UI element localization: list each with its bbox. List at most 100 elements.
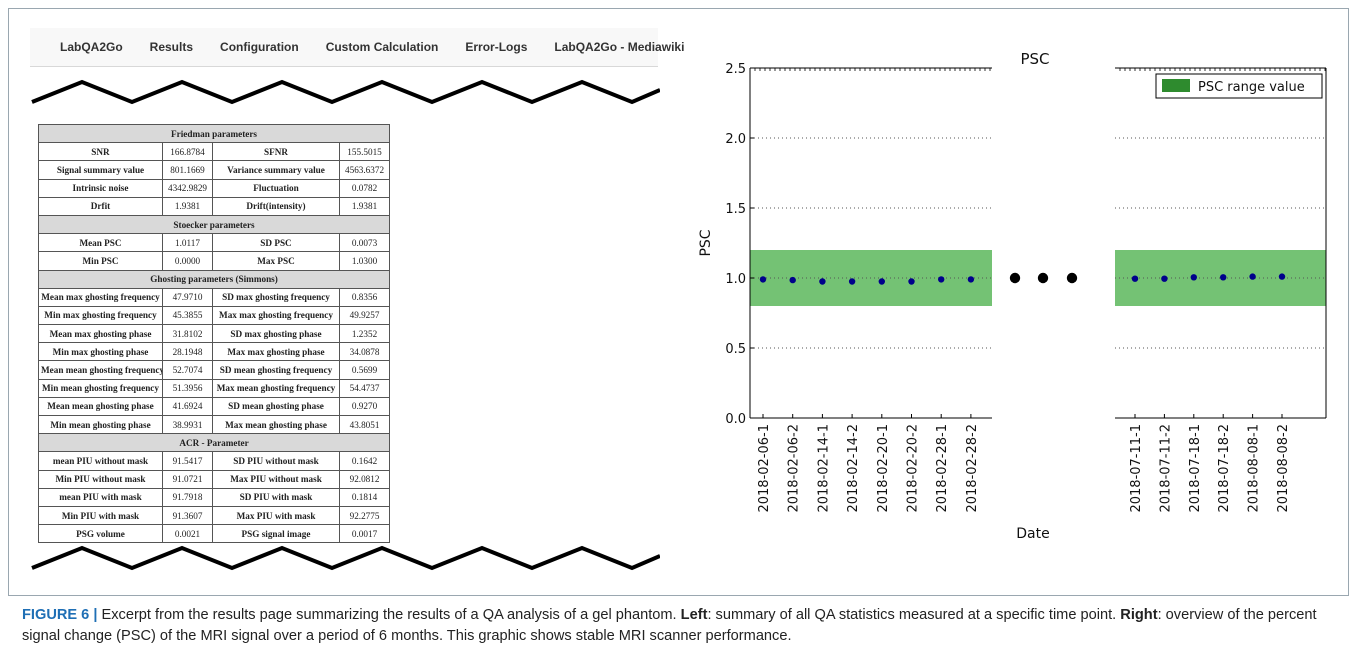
parameter-value-cell: 54.4737 bbox=[338, 378, 391, 398]
parameter-name-cell: SD max ghosting frequency bbox=[212, 287, 340, 307]
x-tick-label: 2018-02-20-1 bbox=[876, 424, 891, 513]
x-tick-label: 2018-08-08-2 bbox=[1276, 424, 1291, 513]
data-point bbox=[1220, 274, 1227, 281]
table-row: PSG volume 0.0021 PSG signal image 0.0017 bbox=[38, 524, 391, 544]
y-tick-label: 0.0 bbox=[725, 412, 746, 427]
table-row: Intrinsic noise 4342.9829 Fluctuation 0.078… bbox=[38, 178, 391, 198]
parameter-name-cell: Min mean ghosting frequency bbox=[38, 378, 163, 398]
parameter-name-cell: Min PIU with mask bbox=[38, 505, 163, 526]
nav-error-logs[interactable]: Error-Logs bbox=[465, 40, 528, 54]
zigzag-break-bottom bbox=[31, 545, 660, 571]
parameter-value-cell: 92.0812 bbox=[338, 469, 391, 489]
nav-custom-calculation[interactable]: Custom Calculation bbox=[325, 40, 439, 54]
data-point bbox=[1278, 273, 1286, 280]
parameter-value-cell: 45.3855 bbox=[162, 305, 213, 326]
x-tick-label: 2018-07-18-1 bbox=[1188, 424, 1203, 513]
x-tick-label: 2018-07-11-1 bbox=[1129, 424, 1144, 513]
data-point bbox=[789, 276, 796, 284]
parameter-name-cell: Min mean ghosting phase bbox=[38, 414, 163, 435]
parameter-value-cell: 34.0878 bbox=[338, 342, 391, 362]
legend-label: PSC range value bbox=[1198, 80, 1305, 95]
parameter-value-cell: 43.8051 bbox=[338, 414, 391, 435]
nav-configuration[interactable]: Configuration bbox=[220, 40, 299, 54]
parameter-name-cell: Max mean ghosting phase bbox=[212, 414, 340, 435]
parameter-name-cell: Max PSC bbox=[212, 251, 340, 271]
table-row: Min max ghosting frequency 45.3855 Max max… bbox=[38, 305, 391, 326]
data-point bbox=[967, 276, 975, 283]
parameter-value-cell: 91.0721 bbox=[162, 469, 213, 489]
parameter-value-cell: 4563.6372 bbox=[338, 160, 391, 180]
y-tick-label: 1.0 bbox=[725, 272, 746, 287]
x-tick-label: 2018-02-14-1 bbox=[816, 424, 831, 513]
parameter-value-cell: 91.3607 bbox=[162, 505, 213, 526]
parameter-name-cell: Min max ghosting frequency bbox=[38, 305, 163, 326]
parameter-value-cell: 1.2352 bbox=[338, 324, 391, 344]
parameter-value-cell: 1.0117 bbox=[162, 233, 213, 253]
parameter-name-cell: Mean mean ghosting frequency bbox=[38, 360, 163, 380]
y-tick-label: 2.5 bbox=[725, 62, 746, 77]
parameter-value-cell: 0.0073 bbox=[338, 233, 391, 253]
axis-break-dot bbox=[1009, 272, 1021, 284]
caption-text-2: : summary of all QA statistics measured … bbox=[707, 607, 1121, 623]
parameter-name-cell: Signal summary value bbox=[38, 160, 163, 180]
data-point bbox=[1131, 275, 1139, 282]
table-row: SNR 166.8784 SFNR 155.5015 bbox=[38, 142, 391, 162]
x-axis-label: Date bbox=[1016, 526, 1049, 542]
parameter-name-cell: SD PSC bbox=[212, 233, 340, 253]
figure-caption: FIGURE 6 | Excerpt from the results page… bbox=[22, 605, 1342, 647]
x-tick-label: 2018-07-18-2 bbox=[1217, 424, 1232, 513]
parameter-value-cell: 28.1948 bbox=[162, 342, 213, 362]
table-row: Min mean ghosting frequency 51.3956 Max me… bbox=[38, 378, 391, 398]
x-tick-label: 2018-07-11-2 bbox=[1158, 424, 1173, 513]
table-row: Min PIU without mask 91.0721 Max PIU witho… bbox=[38, 469, 391, 489]
y-tick-label: 1.5 bbox=[725, 202, 746, 217]
x-tick-label: 2018-08-08-1 bbox=[1247, 424, 1262, 513]
table-row: Min mean ghosting phase 38.9931 Max mean g… bbox=[38, 414, 391, 435]
table-row: Mean max ghosting frequency 47.9710 SD max… bbox=[38, 287, 391, 307]
parameter-value-cell: 31.8102 bbox=[162, 324, 213, 344]
table-section-header: Friedman parameters bbox=[37, 123, 391, 144]
parameter-name-cell: Variance summary value bbox=[212, 160, 340, 180]
parameter-name-cell: SFNR bbox=[212, 142, 340, 162]
parameter-value-cell: 801.1669 bbox=[162, 160, 213, 180]
caption-left-label: Left bbox=[680, 607, 708, 623]
x-tick-label: 2018-02-28-1 bbox=[935, 424, 950, 513]
parameter-name-cell: SD max ghosting phase bbox=[212, 324, 340, 344]
axis-break-dot bbox=[1037, 272, 1049, 284]
parameter-value-cell: 51.3956 bbox=[162, 378, 213, 398]
parameter-value-cell: 38.9931 bbox=[162, 414, 213, 435]
data-point bbox=[1190, 274, 1197, 281]
axis-break-dot bbox=[1066, 272, 1078, 284]
parameter-name-cell: SD mean ghosting frequency bbox=[212, 360, 340, 380]
parameter-name-cell: mean PIU without mask bbox=[38, 451, 163, 471]
data-point bbox=[878, 278, 885, 285]
table-row: Mean max ghosting phase 31.8102 SD max gho… bbox=[38, 324, 391, 344]
parameter-name-cell: SD PIU with mask bbox=[212, 487, 340, 507]
x-tick-label: 2018-02-14-2 bbox=[846, 424, 861, 513]
nav-results[interactable]: Results bbox=[149, 40, 194, 54]
y-tick-label: 0.5 bbox=[725, 342, 746, 357]
parameter-name-cell: Min PSC bbox=[38, 251, 163, 271]
x-tick-label: 2018-02-06-2 bbox=[787, 424, 802, 513]
parameter-value-cell: 4342.9829 bbox=[162, 178, 213, 198]
parameter-name-cell: Intrinsic noise bbox=[38, 178, 163, 198]
parameter-value-cell: 0.1642 bbox=[338, 451, 391, 471]
parameter-name-cell: SNR bbox=[38, 142, 163, 162]
table-row: Min PIU with mask 91.3607 Max PIU with mas… bbox=[38, 505, 391, 526]
parameter-value-cell: 91.7918 bbox=[162, 487, 213, 507]
data-point bbox=[819, 278, 826, 285]
table-section-header: Ghosting parameters (Simmons) bbox=[37, 269, 391, 289]
nav-labqa2go[interactable]: LabQA2Go bbox=[60, 40, 123, 54]
parameter-name-cell: PSG volume bbox=[38, 524, 163, 544]
table-row: Mean mean ghosting phase 41.6924 SD mean g… bbox=[38, 396, 391, 417]
parameter-value-cell: 0.0017 bbox=[338, 524, 391, 544]
parameter-name-cell: Min PIU without mask bbox=[38, 469, 163, 489]
parameter-name-cell: Mean max ghosting frequency bbox=[38, 287, 163, 307]
parameter-value-cell: 0.1814 bbox=[338, 487, 391, 507]
nav-mediawiki[interactable]: LabQA2Go - Mediawiki bbox=[554, 40, 685, 54]
parameter-value-cell: 1.9381 bbox=[162, 196, 213, 216]
data-point bbox=[1161, 275, 1168, 282]
table-row: Min PSC 0.0000 Max PSC 1.0300 bbox=[38, 251, 391, 271]
table-section-header: ACR - Parameter bbox=[37, 433, 391, 453]
section-title: ACR - Parameter bbox=[37, 433, 391, 453]
